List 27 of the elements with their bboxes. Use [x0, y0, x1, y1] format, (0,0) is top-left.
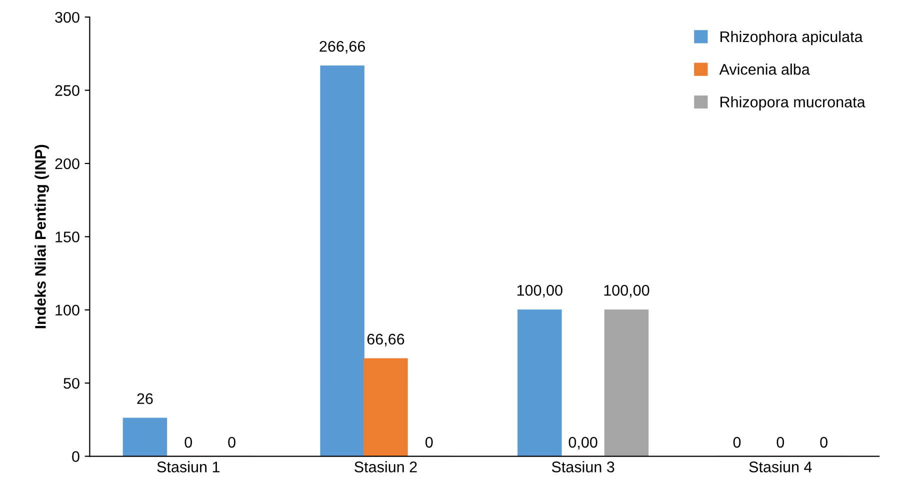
data-label: 0	[776, 436, 784, 448]
y-tick-label: 100	[56, 304, 80, 316]
x-tick-label: Stasiun 2	[354, 461, 417, 472]
legend-label: Rhizopora mucronata	[720, 96, 866, 110]
data-label: 66,66	[367, 334, 404, 346]
y-tick-label: 200	[55, 158, 80, 170]
data-label: 0	[820, 436, 828, 448]
data-label: 100,00	[517, 284, 562, 298]
x-tick-label: Stasiun 1	[157, 461, 220, 472]
x-tick-label: Stasiun 3	[552, 461, 614, 472]
data-label: 26	[137, 393, 153, 404]
y-tick-label: 150	[56, 232, 80, 242]
data-label: 0	[733, 436, 741, 448]
data-label: 266,66	[320, 40, 365, 54]
x-tick-label: Stasiun 4	[749, 461, 812, 472]
data-label: 0,00	[568, 436, 598, 450]
y-tick-label: 250	[55, 85, 80, 96]
data-label: 0	[425, 436, 433, 448]
legend-label: Avicenia alba	[719, 64, 810, 75]
y-tick-label: 0	[72, 451, 80, 462]
data-label: 100,00	[604, 284, 650, 298]
data-label: 0	[184, 436, 192, 448]
y-tick-label: 300	[55, 12, 80, 23]
y-axis-title: Indeks Nilai Penting (INP)	[34, 144, 49, 328]
y-tick-label: 50	[64, 378, 80, 389]
data-label: 0	[228, 436, 236, 448]
legend-label: Rhizophora apiculata	[720, 30, 863, 46]
